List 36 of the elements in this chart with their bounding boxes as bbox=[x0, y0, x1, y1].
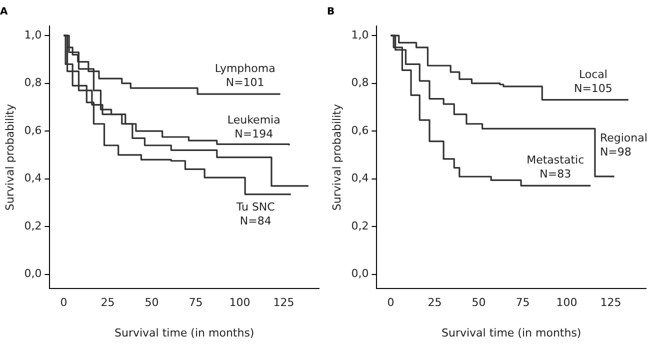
series-label: Regional N=98 bbox=[600, 132, 648, 159]
y-tick-label: 0,2 bbox=[351, 219, 369, 232]
x-tick-label: 25 bbox=[100, 296, 115, 310]
x-axis-title: Survival time (in months) bbox=[114, 326, 254, 340]
chart-title: B bbox=[327, 6, 335, 18]
series-label: Lymphoma N=101 bbox=[214, 62, 276, 90]
x-tick-label: 50 bbox=[144, 296, 159, 310]
y-tick-label: 0,4 bbox=[24, 172, 42, 185]
x-tick-label: 75 bbox=[516, 296, 530, 310]
y-tick-label: 0,8 bbox=[24, 76, 42, 90]
y-tick-label: 0,4 bbox=[351, 172, 369, 185]
y-tick-label: 0,0 bbox=[24, 267, 42, 280]
x-tick-label: 0 bbox=[387, 296, 394, 310]
y-axis-title: Survival probability bbox=[330, 104, 344, 211]
x-tick-label: 125 bbox=[273, 296, 294, 310]
y-tick-label: 0,2 bbox=[24, 219, 42, 232]
chart-title: A bbox=[0, 6, 8, 18]
series-label: Local N=105 bbox=[574, 68, 612, 95]
y-tick-label: 0,8 bbox=[351, 76, 369, 90]
x-tick-label: 100 bbox=[556, 296, 578, 310]
series-label: Metastatic N=83 bbox=[526, 154, 584, 181]
x-tick-label: 50 bbox=[472, 296, 486, 310]
x-tick-label: 100 bbox=[229, 296, 250, 310]
y-tick-label: 1,0 bbox=[351, 28, 369, 42]
y-axis-title: Survival probability bbox=[3, 104, 16, 211]
y-tick-label: 0,6 bbox=[24, 124, 42, 137]
x-axis-title: Survival time (in months) bbox=[441, 326, 582, 340]
y-tick-label: 1,0 bbox=[24, 28, 42, 42]
x-tick-label: 75 bbox=[188, 296, 203, 310]
series-label: Tu SNC N=84 bbox=[235, 200, 276, 228]
y-tick-label: 0,0 bbox=[351, 267, 369, 280]
x-tick-label: 125 bbox=[600, 296, 622, 310]
y-tick-label: 0,6 bbox=[351, 124, 369, 137]
x-tick-label: 25 bbox=[428, 296, 442, 310]
series-label: Leukemia N=194 bbox=[227, 113, 280, 140]
x-tick-label: 0 bbox=[60, 296, 68, 310]
